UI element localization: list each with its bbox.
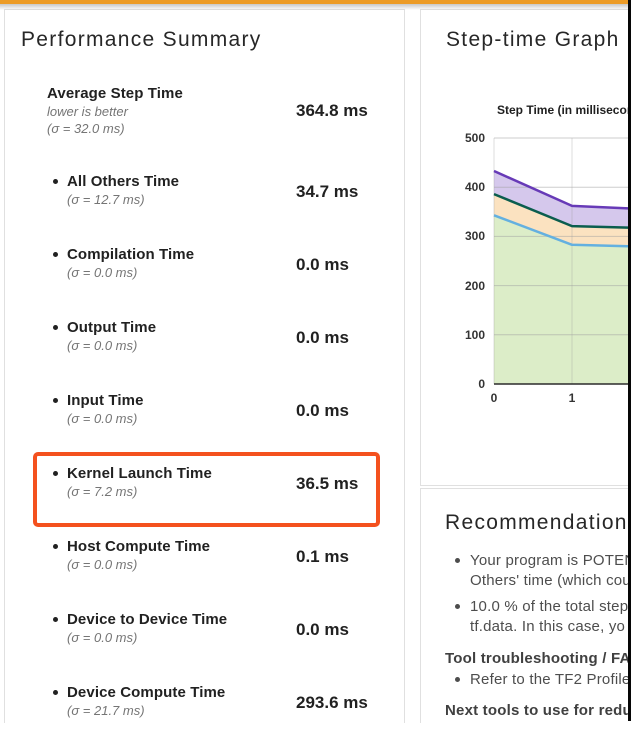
metric-row: All Others Time (σ = 12.7 ms) 34.7 ms bbox=[5, 173, 404, 235]
faq-heading: Tool troubleshooting / FA bbox=[445, 650, 631, 667]
y-axis-label: 0 bbox=[478, 377, 485, 391]
recommendation-card: Recommendation Your program is POTEN Othe… bbox=[420, 488, 631, 723]
faq-line: Refer to the TF2 Profile bbox=[470, 671, 631, 688]
step-time-graph-title: Step-time Graph bbox=[446, 28, 620, 51]
metric-value: 0.0 ms bbox=[296, 255, 349, 274]
metric-label: All Others Time bbox=[67, 173, 180, 190]
metric-label: Kernel Launch Time bbox=[67, 465, 212, 482]
next-tools-heading: Next tools to use for redu bbox=[445, 702, 631, 719]
metric-sigma: (σ = 12.7 ms) bbox=[67, 192, 145, 207]
bullet-icon bbox=[53, 325, 58, 330]
bullet-icon bbox=[455, 604, 460, 609]
metric-labels: Host Compute Time (σ = 0.0 ms) bbox=[67, 538, 210, 572]
kernel-launch-highlight-box bbox=[33, 452, 380, 527]
x-axis-label: 0 bbox=[490, 391, 498, 405]
recommendation-bullet: Your program is POTEN Others' time (which… bbox=[470, 551, 631, 591]
metric-sigma: (σ = 21.7 ms) bbox=[67, 703, 145, 718]
recommendation-title: Recommendation bbox=[445, 511, 628, 534]
y-axis-label: 100 bbox=[464, 328, 485, 342]
metric-row: Device to Device Time (σ = 0.0 ms) 0.0 ms bbox=[5, 611, 404, 673]
screen-edge-strip bbox=[628, 0, 631, 721]
metric-label: Average Step Time bbox=[47, 85, 183, 102]
metric-value: 0.1 ms bbox=[296, 547, 349, 566]
metric-value: 364.8 ms bbox=[296, 101, 368, 120]
chart-title: Step Time (in milliseconds) bbox=[497, 103, 631, 117]
bullet-icon bbox=[53, 398, 58, 403]
metric-label: Output Time bbox=[67, 319, 157, 336]
metric-labels: Output Time (σ = 0.0 ms) bbox=[67, 319, 156, 353]
recommendation-line: Your program is POTEN bbox=[470, 552, 631, 569]
bullet-icon bbox=[53, 179, 58, 184]
x-axis-label: 1 bbox=[568, 391, 576, 405]
metric-sigma: (σ = 32.0 ms) bbox=[47, 121, 125, 136]
metric-sigma: (σ = 0.0 ms) bbox=[67, 557, 138, 572]
metric-labels: Average Step Time lower is better (σ = 32.… bbox=[47, 85, 183, 136]
lower-band-blue-line bbox=[493, 214, 629, 248]
metric-label: Input Time bbox=[67, 392, 144, 409]
metric-value: 293.6 ms bbox=[296, 693, 368, 712]
metric-label: Host Compute Time bbox=[67, 538, 211, 555]
performance-summary-title: Performance Summary bbox=[21, 28, 262, 51]
metric-row: Average Step Time lower is better (σ = 32.… bbox=[5, 85, 404, 147]
upper-band-purple-line bbox=[493, 169, 629, 210]
bullet-icon bbox=[53, 471, 58, 476]
step-time-graph-card: Step-time Graph Step Time (in millisecon… bbox=[420, 9, 631, 486]
bullet-icon bbox=[455, 558, 460, 563]
metric-label: Compilation Time bbox=[67, 246, 195, 263]
bullet-icon bbox=[455, 677, 460, 682]
metric-value: 0.0 ms bbox=[296, 328, 349, 347]
recommendation-line: Others' time (which cou bbox=[470, 572, 631, 589]
middle-band-teal-line bbox=[493, 192, 629, 229]
performance-summary-card: Performance Summary Average Step Time low… bbox=[4, 9, 405, 723]
metric-note: lower is better bbox=[47, 104, 128, 119]
bullet-icon bbox=[53, 617, 58, 622]
top-bar-shadow bbox=[0, 4, 631, 10]
top-accent-bar bbox=[0, 0, 631, 4]
metric-label: Device Compute Time bbox=[67, 684, 226, 701]
metric-sigma: (σ = 0.0 ms) bbox=[67, 338, 138, 353]
metric-row: Host Compute Time (σ = 0.0 ms) 0.1 ms bbox=[5, 538, 404, 600]
metric-labels: Compilation Time (σ = 0.0 ms) bbox=[67, 246, 194, 280]
metric-sigma: (σ = 7.2 ms) bbox=[67, 484, 138, 499]
metric-row: Kernel Launch Time (σ = 7.2 ms) 36.5 ms bbox=[5, 452, 404, 527]
bullet-icon bbox=[53, 690, 58, 695]
metric-row: Input Time (σ = 0.0 ms) 0.0 ms bbox=[5, 392, 404, 454]
y-axis-label: 200 bbox=[464, 279, 485, 293]
metric-labels: Input Time (σ = 0.0 ms) bbox=[67, 392, 144, 426]
metric-row: Output Time (σ = 0.0 ms) 0.0 ms bbox=[5, 319, 404, 381]
metric-value: 34.7 ms bbox=[296, 182, 359, 201]
recommendation-bullet: 10.0 % of the total step tf.data. In this… bbox=[470, 597, 628, 637]
metric-labels: Device Compute Time (σ = 21.7 ms) bbox=[67, 684, 225, 718]
metric-value: 0.0 ms bbox=[296, 620, 349, 639]
metric-value: 0.0 ms bbox=[296, 401, 349, 420]
faq-bullet: Refer to the TF2 Profile bbox=[470, 670, 630, 690]
metric-label: Device to Device Time bbox=[67, 611, 228, 628]
metric-labels: All Others Time (σ = 12.7 ms) bbox=[67, 173, 179, 207]
metric-labels: Kernel Launch Time (σ = 7.2 ms) bbox=[67, 465, 212, 499]
metric-row: Compilation Time (σ = 0.0 ms) 0.0 ms bbox=[5, 246, 404, 308]
lower-band-blue-fill bbox=[494, 215, 629, 384]
recommendation-line: tf.data. In this case, yo bbox=[470, 618, 626, 635]
metric-sigma: (σ = 0.0 ms) bbox=[67, 265, 138, 280]
y-axis-label: 300 bbox=[464, 229, 485, 243]
metric-labels: Device to Device Time (σ = 0.0 ms) bbox=[67, 611, 227, 645]
metric-row: Device Compute Time (σ = 21.7 ms) 293.6 ms bbox=[5, 684, 404, 746]
metric-value: 36.5 ms bbox=[296, 474, 359, 493]
step-time-chart bbox=[493, 137, 629, 385]
bullet-icon bbox=[53, 252, 58, 257]
recommendation-line: 10.0 % of the total step bbox=[470, 598, 629, 615]
metric-sigma: (σ = 0.0 ms) bbox=[67, 630, 138, 645]
metric-sigma: (σ = 0.0 ms) bbox=[67, 411, 138, 426]
y-axis-label: 500 bbox=[464, 131, 485, 145]
bullet-icon bbox=[53, 544, 58, 549]
y-axis-label: 400 bbox=[464, 180, 485, 194]
